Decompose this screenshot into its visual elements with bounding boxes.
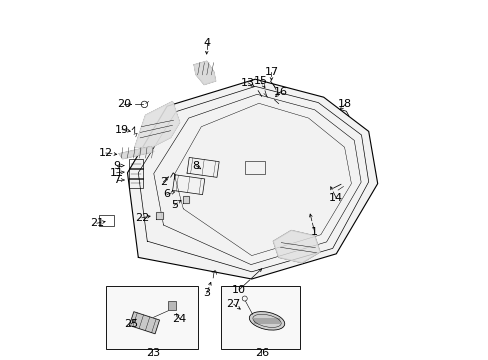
Text: 27: 27 (226, 299, 240, 309)
Bar (221, 286, 300, 349)
Text: 26: 26 (255, 348, 269, 358)
Text: 25: 25 (124, 319, 138, 329)
Text: 22: 22 (135, 213, 149, 223)
Text: 9: 9 (113, 161, 120, 171)
Text: 11: 11 (109, 168, 123, 178)
Polygon shape (134, 102, 179, 148)
Polygon shape (129, 312, 159, 334)
Text: 7: 7 (113, 175, 120, 185)
Text: 3: 3 (203, 288, 210, 298)
Text: 13: 13 (241, 78, 255, 88)
Text: 14: 14 (328, 193, 343, 203)
Polygon shape (119, 147, 153, 159)
Text: 8: 8 (192, 161, 199, 171)
Text: 17: 17 (264, 67, 278, 77)
Text: 23: 23 (145, 348, 160, 358)
Text: 21: 21 (90, 218, 104, 228)
Ellipse shape (249, 312, 284, 330)
Bar (106, 286, 197, 349)
Text: 4: 4 (203, 38, 210, 48)
Text: 24: 24 (172, 314, 186, 324)
Text: 6: 6 (163, 189, 170, 199)
Text: 1: 1 (310, 227, 318, 237)
Polygon shape (156, 212, 163, 219)
Text: 10: 10 (232, 285, 245, 295)
Polygon shape (167, 301, 175, 310)
Text: 16: 16 (273, 87, 287, 97)
Polygon shape (182, 196, 189, 203)
Text: 5: 5 (170, 200, 178, 210)
Text: 19: 19 (115, 125, 129, 135)
Text: 20: 20 (117, 99, 131, 109)
Text: 12: 12 (99, 148, 113, 158)
Text: 18: 18 (338, 99, 352, 109)
Polygon shape (273, 230, 320, 263)
Bar (99, 215, 114, 226)
Text: 2: 2 (160, 177, 167, 187)
Polygon shape (127, 79, 377, 279)
Text: 15: 15 (253, 76, 267, 86)
Polygon shape (194, 61, 215, 85)
